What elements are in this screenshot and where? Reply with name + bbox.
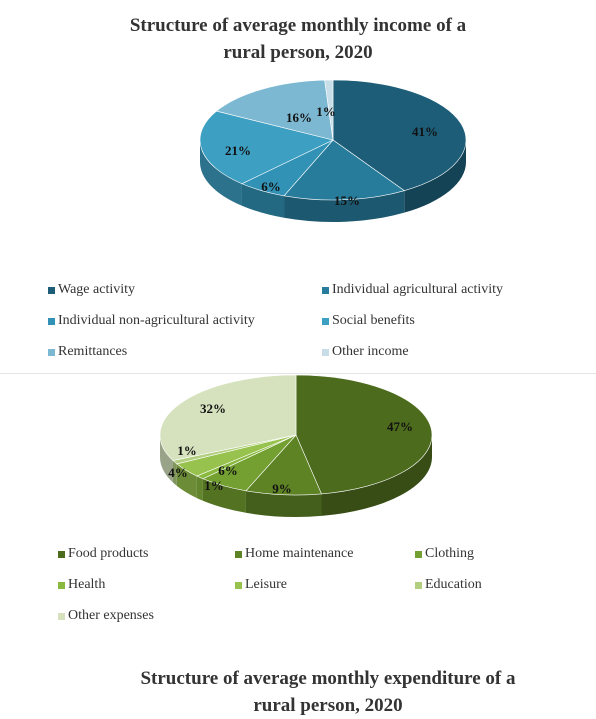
income-legend-swatch-0 — [48, 286, 55, 294]
income-slice-4 — [215, 79, 334, 141]
income-data-label-3: 21% — [225, 143, 251, 158]
income-data-label-0: 41% — [412, 124, 438, 139]
expenditure-data-label-0: 47% — [387, 419, 413, 434]
income-data-label-2: 6% — [261, 179, 281, 194]
expenditure-legend-swatch-5 — [415, 581, 422, 589]
income-legend-swatch-3 — [322, 317, 329, 325]
expenditure-legend-swatch-1 — [235, 550, 242, 558]
expenditure-legend-item-3: Health — [58, 577, 105, 593]
expenditure-data-label-2: 6% — [218, 463, 238, 478]
income-side-2 — [241, 183, 285, 218]
expenditure-data-label-6: 32% — [200, 401, 226, 416]
income-slice-1 — [283, 139, 405, 201]
income-side-1 — [284, 190, 405, 222]
expenditure-legend-label-3: Health — [68, 577, 106, 592]
income-legend-item-2: Individual non-agricultural activity — [48, 313, 255, 329]
income-legend-item-4: Remittances — [48, 344, 127, 360]
income-side-3 — [200, 140, 242, 206]
expenditure-side-3 — [196, 476, 203, 501]
expenditure-side-1 — [245, 490, 322, 517]
expenditure-title-line-1: Structure of average monthly expenditure… — [140, 668, 516, 689]
income-slice-3 — [199, 110, 334, 185]
expenditure-title-line-2: rural person, 2020 — [253, 695, 403, 716]
income-legend-item-1: Individual agricultural activity — [322, 282, 503, 298]
expenditure-side-5 — [172, 460, 177, 486]
expenditure-legend-label-5: Education — [425, 577, 482, 592]
expenditure-legend-item-6: Other expenses — [58, 608, 154, 624]
expenditure-slice-6 — [159, 374, 297, 461]
expenditure-legend-label-6: Other expenses — [68, 608, 154, 623]
income-side-walls — [200, 140, 466, 222]
expenditure-legend-label-0: Food products — [68, 546, 149, 561]
expenditure-slice-0 — [295, 374, 433, 495]
expenditure-legend-swatch-6 — [58, 612, 65, 620]
income-title-line-2: rural person, 2020 — [223, 42, 373, 63]
expenditure-legend-label-1: Home maintenance — [245, 546, 354, 561]
expenditure-chart-title: Structure of average monthly expenditure… — [30, 665, 596, 719]
expenditure-legend-item-5: Education — [415, 577, 482, 593]
income-legend-item-5: Other income — [322, 344, 409, 360]
income-legend-label-0: Wage activity — [58, 282, 136, 297]
expenditure-legend-swatch-4 — [235, 581, 242, 589]
expenditure-legend-item-4: Leisure — [235, 577, 287, 593]
income-legend-label-2: Individual non-agricultural activity — [58, 313, 255, 328]
income-legend-label-1: Individual agricultural activity — [332, 282, 504, 297]
expenditure-legend-swatch-3 — [58, 581, 65, 589]
income-data-label-5: 1% — [316, 104, 336, 119]
income-legend-label-4: Remittances — [58, 344, 128, 359]
income-chart-title: Structure of average monthly income of a… — [0, 12, 596, 66]
income-slice-0 — [332, 79, 467, 191]
income-legend-label-5: Other income — [332, 344, 409, 359]
income-data-label-1: 15% — [334, 193, 360, 208]
income-data-label-4: 16% — [286, 110, 312, 125]
income-legend-item-0: Wage activity — [48, 282, 135, 298]
expenditure-legend-item-0: Food products — [58, 546, 149, 562]
expenditure-legend-swatch-0 — [58, 550, 65, 558]
income-pie-chart: 41% 15% 6% 21% 16% 1% — [199, 79, 467, 222]
expenditure-data-label-5: 1% — [204, 478, 224, 493]
income-legend-label-3: Social benefits — [332, 313, 415, 328]
income-title-line-1: Structure of average monthly income of a — [129, 15, 467, 36]
income-legend-swatch-4 — [48, 348, 55, 356]
income-slice-5 — [324, 79, 334, 141]
expenditure-pie-chart: 47%9%6%1%4%1%32% — [159, 374, 433, 517]
income-legend-swatch-2 — [48, 317, 55, 325]
expenditure-data-label-1: 9% — [272, 481, 292, 496]
expenditure-side-walls — [160, 435, 432, 517]
income-legend-item-3: Social benefits — [322, 313, 415, 329]
expenditure-data-label-3: 1% — [177, 443, 197, 458]
expenditure-legend-item-1: Home maintenance — [235, 546, 353, 562]
income-legend-swatch-5 — [322, 348, 329, 356]
expenditure-legend-label-2: Clothing — [425, 546, 475, 561]
income-side-0 — [404, 140, 466, 213]
expenditure-legend-item-2: Clothing — [415, 546, 474, 562]
expenditure-side-0 — [321, 435, 432, 516]
section-divider — [0, 373, 596, 374]
expenditure-data-label-4: 4% — [168, 465, 188, 480]
expenditure-side-6 — [160, 435, 173, 483]
expenditure-side-4 — [176, 463, 197, 499]
expenditure-side-2 — [202, 478, 246, 513]
expenditure-legend-swatch-2 — [415, 550, 422, 558]
expenditure-legend-label-4: Leisure — [245, 577, 287, 592]
income-legend-swatch-1 — [322, 286, 329, 294]
